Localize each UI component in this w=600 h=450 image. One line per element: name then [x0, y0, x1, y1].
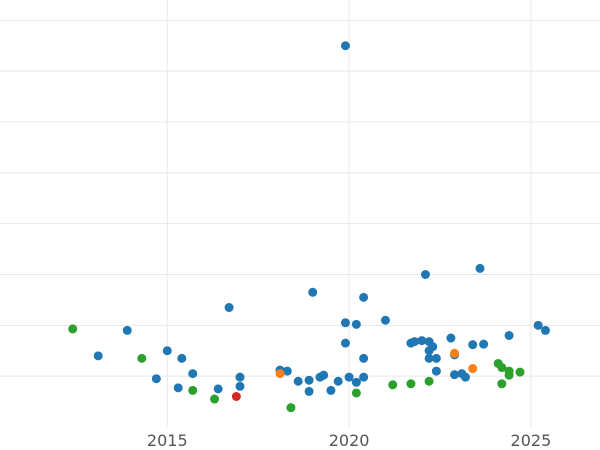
data-point-green-11	[497, 379, 507, 389]
data-point-blue-41	[446, 333, 456, 343]
data-point-blue-46	[468, 340, 478, 350]
data-point-blue-21	[340, 338, 350, 348]
data-point-blue-51	[540, 325, 550, 335]
data-point-blue-45	[460, 372, 470, 382]
data-point-blue-7	[213, 384, 223, 394]
data-point-green-0	[68, 324, 78, 334]
data-point-blue-28	[359, 353, 369, 363]
data-point-blue-9	[235, 381, 245, 391]
data-point-blue-30	[380, 315, 390, 325]
data-point-blue-2	[151, 374, 161, 384]
data-point-blue-16	[308, 287, 318, 297]
data-point-blue-40	[431, 353, 441, 363]
data-point-blue-13	[293, 376, 303, 386]
data-point-green-13	[504, 366, 514, 376]
x-tick-labels: 2015 2020 2025	[147, 431, 551, 450]
data-point-green-1	[137, 353, 147, 363]
data-point-blue-5	[177, 353, 187, 363]
data-point-blue-20	[333, 376, 343, 386]
data-point-blue-49	[504, 331, 514, 340]
data-point-blue-38	[428, 342, 438, 352]
data-point-blue-34	[420, 270, 430, 279]
data-point-blue-29	[359, 372, 369, 382]
data-point-green-2	[188, 385, 198, 395]
data-point-blue-19	[326, 385, 336, 395]
data-point-blue-24	[344, 372, 354, 382]
data-point-blue-6	[188, 369, 198, 379]
data-point-blue-4	[173, 383, 183, 393]
data-point-blue-22	[340, 318, 350, 328]
x-tick-label: 2015	[147, 431, 188, 450]
data-point-blue-48	[479, 339, 489, 349]
data-point-blue-12	[282, 366, 292, 376]
data-point-green-4	[286, 403, 296, 413]
data-point-blue-10	[235, 372, 245, 382]
data-point-blue-1	[122, 325, 132, 335]
data-point-blue-23	[340, 41, 350, 51]
data-point-green-3	[210, 394, 220, 404]
data-point-blue-39	[431, 366, 441, 376]
x-tick-label: 2020	[329, 431, 370, 450]
grid	[0, 0, 600, 427]
data-point-blue-26	[351, 377, 361, 387]
data-point-blue-33	[417, 336, 427, 346]
data-point-blue-32	[410, 337, 420, 347]
data-point-blue-36	[424, 353, 434, 363]
data-point-green-7	[406, 379, 416, 389]
data-point-blue-47	[475, 263, 485, 273]
data-point-blue-18	[319, 370, 329, 380]
data-point-orange-1	[450, 348, 460, 358]
data-point-blue-14	[304, 386, 314, 396]
data-point-blue-0	[93, 351, 103, 361]
data-point-blue-3	[162, 346, 172, 356]
data-point-green-14	[515, 367, 525, 377]
data-point-blue-15	[304, 375, 314, 385]
data-point-green-10	[497, 363, 507, 373]
data-point-orange-2	[468, 364, 478, 374]
x-tick-label: 2025	[511, 431, 552, 450]
data-point-blue-42	[450, 370, 460, 380]
data-point-blue-8	[224, 303, 234, 313]
data-point-blue-50	[533, 320, 543, 330]
data-point-orange-0	[275, 369, 285, 379]
data-point-green-5	[351, 388, 361, 398]
data-point-blue-25	[351, 319, 361, 329]
data-point-red-0	[231, 392, 241, 401]
data-points	[68, 41, 550, 413]
data-point-blue-27	[359, 292, 369, 302]
data-point-green-8	[424, 376, 434, 386]
data-point-green-6	[388, 380, 398, 390]
